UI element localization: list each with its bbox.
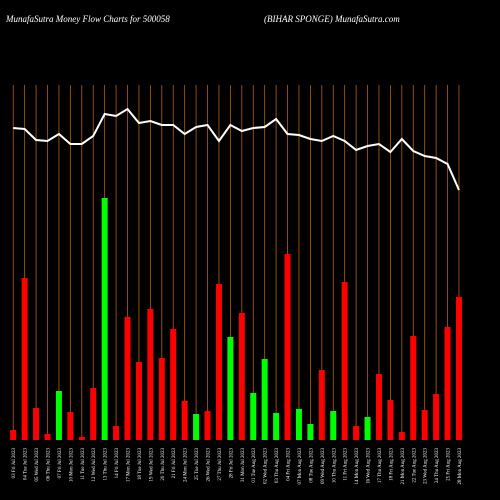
x-tick-label: 18 Tue Jul 2023 bbox=[138, 448, 143, 481]
bar bbox=[158, 358, 165, 440]
x-tick-label: 12 Wed Jul 2023 bbox=[92, 448, 97, 482]
bar bbox=[307, 424, 314, 440]
bar bbox=[330, 411, 337, 440]
bar bbox=[135, 362, 142, 440]
x-tick-label: 18 Fri Aug 2023 bbox=[389, 448, 394, 481]
x-tick-label: 25 Tue Jul 2023 bbox=[195, 448, 200, 481]
bar bbox=[421, 410, 428, 440]
x-tick-label: 10 Thu Aug 2023 bbox=[332, 448, 337, 484]
x-tick-label: 08 Tue Aug 2023 bbox=[309, 448, 314, 483]
x-tick-label: 03 Thu Aug 2023 bbox=[275, 448, 280, 484]
x-tick-label: 14 Fri Jul 2023 bbox=[115, 448, 120, 479]
x-tick-label: 24 Thu Aug 2023 bbox=[435, 448, 440, 484]
bar bbox=[444, 327, 451, 440]
bar bbox=[318, 370, 325, 440]
bar bbox=[227, 337, 234, 440]
x-tick-label: 24 Mon Jul 2023 bbox=[184, 448, 189, 483]
bar bbox=[10, 430, 17, 440]
x-tick-label: 05 Wed Jul 2023 bbox=[35, 448, 40, 482]
bar bbox=[375, 374, 382, 440]
bar bbox=[124, 317, 131, 440]
x-tick-label: 09 Wed Aug 2023 bbox=[321, 448, 326, 485]
x-tick-label: 28 Mon Aug 2023 bbox=[458, 448, 463, 485]
bar bbox=[261, 359, 268, 440]
bar bbox=[341, 282, 348, 440]
bar bbox=[353, 426, 360, 440]
bar bbox=[250, 393, 257, 440]
bar bbox=[67, 412, 74, 440]
x-tick-label: 26 Wed Jul 2023 bbox=[207, 448, 212, 482]
bar bbox=[33, 408, 40, 440]
bar bbox=[90, 388, 97, 440]
x-tick-label: 11 Fri Aug 2023 bbox=[344, 448, 349, 481]
money-flow-line bbox=[13, 107, 460, 191]
x-tick-label: 04 Fri Aug 2023 bbox=[287, 448, 292, 481]
x-tick-label: 17 Thu Aug 2023 bbox=[378, 448, 383, 484]
bar bbox=[101, 198, 108, 440]
bar bbox=[193, 414, 200, 440]
x-tick-label: 22 Tue Aug 2023 bbox=[412, 448, 417, 483]
bar bbox=[387, 400, 394, 440]
bar bbox=[113, 426, 120, 440]
x-tick-label: 04 Tue Jul 2023 bbox=[24, 448, 29, 481]
x-tick-label: 06 Thu Jul 2023 bbox=[47, 448, 52, 481]
x-tick-label: 11 Tue Jul 2023 bbox=[81, 448, 86, 480]
bar bbox=[284, 254, 291, 440]
x-tick-label: 21 Mon Aug 2023 bbox=[401, 448, 406, 485]
bar bbox=[147, 309, 154, 440]
bar bbox=[181, 401, 188, 440]
chart-subtitle: (BIHAR SPONGE) MunafaSutra.com bbox=[264, 14, 400, 24]
x-tick-label: 21 Fri Jul 2023 bbox=[172, 448, 177, 479]
x-tick-label: 07 Mon Aug 2023 bbox=[298, 448, 303, 485]
x-tick-label: 31 Mon Jul 2023 bbox=[241, 448, 246, 483]
x-tick-label: 10 Mon Jul 2023 bbox=[69, 448, 74, 483]
x-tick-label: 20 Thu Jul 2023 bbox=[161, 448, 166, 481]
bar bbox=[364, 417, 371, 440]
x-tick-label: 23 Wed Aug 2023 bbox=[424, 448, 429, 485]
bar bbox=[55, 391, 62, 440]
bar bbox=[204, 411, 211, 440]
bar bbox=[78, 437, 85, 440]
x-tick-label: 28 Fri Jul 2023 bbox=[229, 448, 234, 479]
bar bbox=[21, 278, 28, 440]
chart-title: MunafaSutra Money Flow Charts for 500058 bbox=[5, 14, 170, 24]
x-tick-label: 17 Mon Jul 2023 bbox=[127, 448, 132, 483]
bar bbox=[410, 336, 417, 440]
x-tick-label: 01 Tue Aug 2023 bbox=[252, 448, 257, 483]
x-tick-label: 14 Mon Aug 2023 bbox=[355, 448, 360, 485]
x-tick-label: 07 Fri Jul 2023 bbox=[58, 448, 63, 479]
x-tick-label: 19 Wed Jul 2023 bbox=[149, 448, 154, 482]
bar bbox=[295, 409, 302, 440]
bar bbox=[433, 394, 440, 440]
bar bbox=[215, 284, 222, 440]
x-tick-label: 02 Wed Aug 2023 bbox=[264, 448, 269, 485]
bar bbox=[170, 329, 177, 440]
bar bbox=[44, 434, 51, 440]
x-tick-label: 25 Fri Aug 2023 bbox=[447, 448, 452, 481]
x-tick-label: 27 Thu Jul 2023 bbox=[218, 448, 223, 481]
x-tick-label: 03 Fri Jul 2023 bbox=[12, 448, 17, 479]
bar bbox=[238, 313, 245, 440]
x-tick-label: 16 Wed Aug 2023 bbox=[367, 448, 372, 485]
bar bbox=[398, 432, 405, 440]
x-tick-label: 13 Thu Jul 2023 bbox=[104, 448, 109, 481]
bar bbox=[273, 413, 280, 440]
bar bbox=[455, 297, 462, 440]
